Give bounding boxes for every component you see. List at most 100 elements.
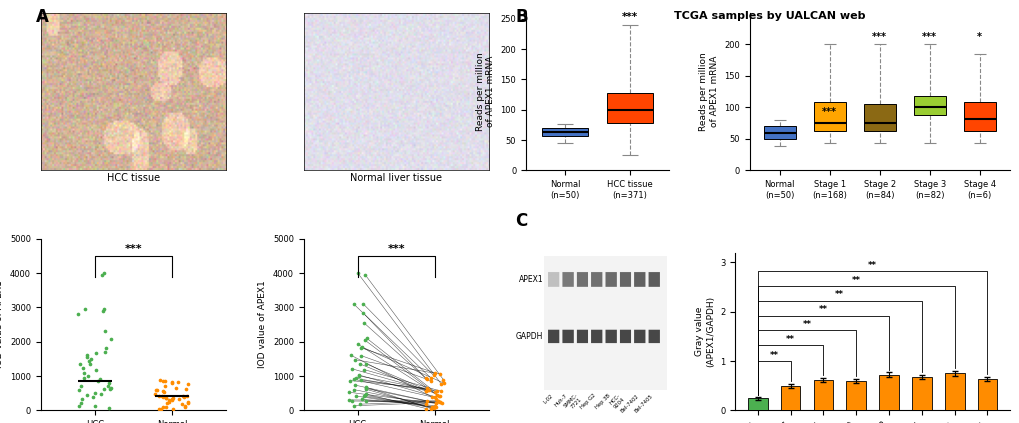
Y-axis label: IOD value of APEX1: IOD value of APEX1 — [0, 281, 4, 368]
Point — [180, 381, 197, 388]
Point — [76, 375, 93, 382]
Point — [177, 404, 194, 411]
Point — [357, 392, 373, 399]
Point — [169, 379, 185, 385]
Point — [345, 402, 362, 409]
X-axis label: HCC tissue: HCC tissue — [107, 173, 160, 183]
Point — [358, 385, 374, 392]
Point — [343, 398, 360, 404]
Point — [159, 400, 175, 407]
Bar — [780, 386, 800, 410]
Point — [350, 270, 366, 277]
Text: **: ** — [769, 351, 777, 360]
Point — [70, 403, 87, 409]
Point — [423, 378, 439, 385]
Point — [75, 370, 92, 376]
Point — [85, 394, 101, 401]
Text: **: ** — [867, 261, 876, 270]
Point — [100, 382, 116, 389]
Point — [73, 399, 90, 406]
Point — [421, 386, 437, 393]
Point — [93, 390, 109, 397]
Point — [418, 401, 434, 407]
Point — [357, 391, 373, 398]
Point — [356, 337, 372, 343]
Point — [155, 387, 171, 394]
Point — [352, 401, 368, 408]
Point — [179, 399, 196, 406]
Point — [358, 384, 374, 391]
Text: APEX1: APEX1 — [519, 275, 543, 284]
Bar — [878, 375, 898, 410]
Text: ***: *** — [921, 32, 936, 42]
X-axis label: Normal liver tissue: Normal liver tissue — [350, 173, 442, 183]
FancyBboxPatch shape — [542, 128, 587, 137]
Point — [82, 360, 98, 367]
Text: **: ** — [802, 320, 811, 329]
Point — [72, 361, 89, 368]
Point — [101, 404, 117, 411]
Text: GAPDH: GAPDH — [516, 332, 543, 341]
Point — [163, 397, 179, 404]
Point — [432, 398, 448, 405]
Point — [353, 344, 369, 351]
Point — [419, 398, 435, 404]
Point — [177, 386, 194, 393]
Point — [154, 393, 170, 399]
Point — [345, 301, 362, 308]
Point — [148, 386, 164, 393]
Point — [358, 386, 374, 393]
Point — [358, 360, 374, 367]
Bar — [747, 398, 767, 410]
Y-axis label: Reads per million
of APEX1 mRNA: Reads per million of APEX1 mRNA — [475, 52, 494, 131]
Point — [174, 401, 191, 408]
Point — [161, 399, 177, 406]
Text: **: ** — [818, 305, 827, 314]
Point — [425, 372, 441, 379]
Point — [427, 396, 443, 402]
Point — [179, 400, 196, 407]
Point — [90, 377, 106, 384]
Text: Huh-7: Huh-7 — [553, 393, 568, 408]
Point — [418, 375, 434, 382]
Point — [427, 389, 443, 396]
Point — [432, 388, 448, 395]
Point — [97, 349, 113, 356]
Point — [178, 392, 195, 399]
Point — [418, 387, 434, 394]
Point — [83, 356, 99, 363]
Text: **: ** — [835, 290, 844, 299]
Point — [96, 306, 112, 313]
Text: **: ** — [851, 275, 860, 285]
Point — [429, 392, 445, 398]
Point — [103, 336, 119, 343]
Point — [156, 389, 172, 396]
Text: A: A — [36, 8, 49, 27]
Point — [94, 272, 110, 278]
Y-axis label: Reads per million
of APEX1 mRNA: Reads per million of APEX1 mRNA — [699, 52, 718, 131]
Text: TCGA samples by UALCAN web: TCGA samples by UALCAN web — [674, 11, 865, 21]
Point — [69, 310, 86, 317]
Point — [428, 404, 444, 411]
Point — [154, 404, 170, 411]
Point — [96, 270, 112, 277]
FancyBboxPatch shape — [863, 104, 895, 131]
Point — [345, 376, 362, 383]
Point — [78, 353, 95, 360]
Point — [352, 360, 368, 367]
Text: SMMC-
7721: SMMC- 7721 — [561, 393, 582, 413]
Text: ***: *** — [387, 244, 405, 254]
Text: **: ** — [786, 335, 794, 344]
Point — [354, 396, 370, 403]
Point — [347, 393, 364, 399]
Point — [429, 398, 445, 404]
Text: Hep 3B: Hep 3B — [593, 393, 610, 410]
Point — [88, 366, 104, 373]
Point — [76, 305, 93, 312]
FancyBboxPatch shape — [913, 96, 945, 115]
Point — [103, 385, 119, 391]
Point — [149, 387, 165, 393]
Point — [81, 373, 97, 379]
Point — [435, 376, 451, 383]
Point — [151, 392, 167, 399]
